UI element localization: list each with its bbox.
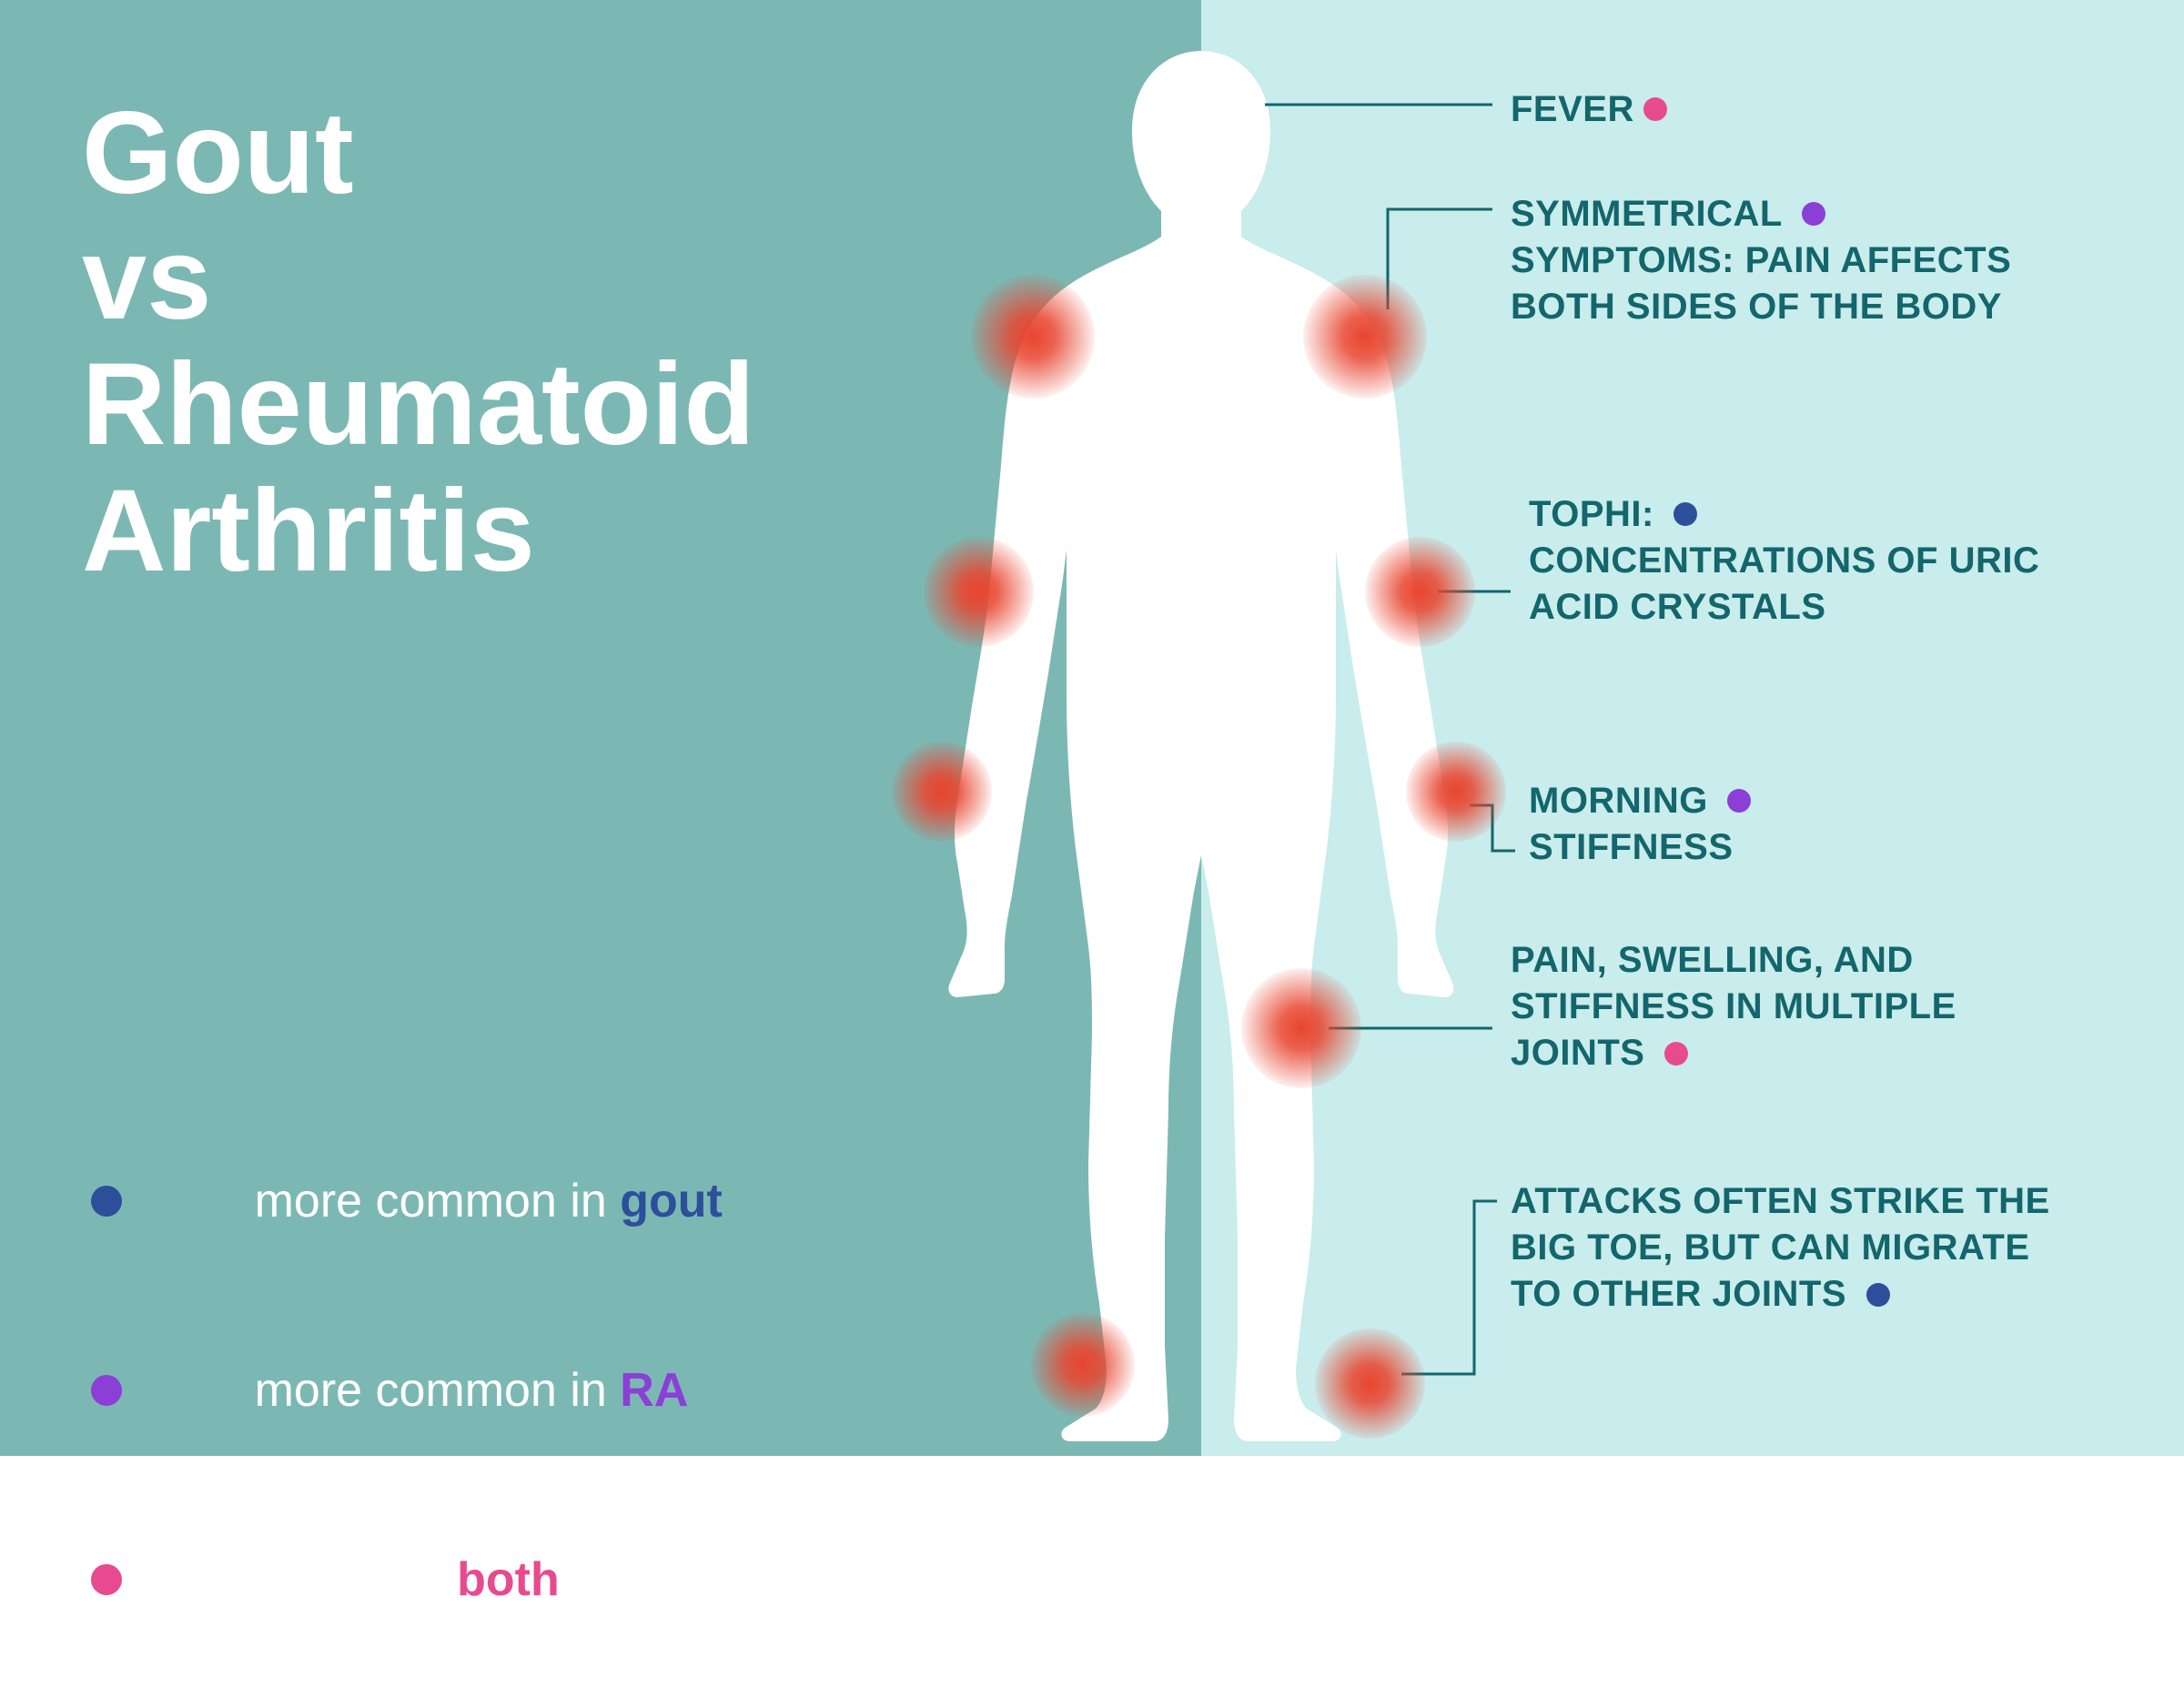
body-silhouette [892,36,1511,1456]
legend-dot-gout [91,1186,122,1217]
symptom-multi-joint: PAIN, SWELLING, AND STIFFNESS IN MULTIPL… [1511,937,2057,1077]
legend-highlight: RA [620,1364,688,1417]
symptom-morning: MORNING STIFFNESS [1529,778,2002,871]
legend-row-gout: more common in gout [91,1119,723,1283]
category-dot-ra [1727,789,1751,813]
category-dot-ra [1802,202,1825,226]
infographic-canvas: Gout vs Rheumatoid Arthritis more common… [0,0,2184,1456]
symptom-tophi: TOPHI: CONCENTRATIONS OF URIC ACID CRYST… [1529,491,2075,631]
category-dot-gout [1673,502,1697,526]
legend-text-both: occurs in both [149,1498,560,1662]
legend-text-gout: more common in gout [149,1119,723,1283]
title-block: Gout vs Rheumatoid Arthritis [82,91,755,594]
legend-highlight: gout [620,1175,723,1227]
title-line-4: Arthritis [82,469,755,594]
title-line-1: Gout [82,91,755,217]
legend-row-both: occurs in both [91,1498,723,1662]
title-line-2: vs [82,217,755,342]
legend-text-ra: more common in RA [149,1308,688,1472]
symptom-big-toe: ATTACKS OFTEN STRIKE THE BIG TOE, BUT CA… [1511,1178,2075,1318]
category-dot-both [1643,97,1667,121]
legend-row-ra: more common in RA [91,1308,723,1472]
legend-prefix: more common in [255,1364,621,1417]
legend-prefix: occurs in [255,1553,458,1606]
legend: more common in gout more common in RA oc… [91,1119,723,1687]
category-dot-gout [1866,1283,1890,1307]
legend-dot-ra [91,1375,122,1406]
symptom-symmetrical: SYMMETRICAL SYMPTOMS: PAIN AFFECTS BOTH … [1511,191,2093,331]
symptom-fever: FEVER [1511,86,1966,133]
title-line-3: Rheumatoid [82,342,755,468]
body-path [948,51,1453,1441]
legend-dot-both [91,1564,122,1595]
category-dot-both [1664,1042,1688,1066]
legend-prefix: more common in [255,1175,621,1227]
legend-highlight: both [457,1553,560,1606]
